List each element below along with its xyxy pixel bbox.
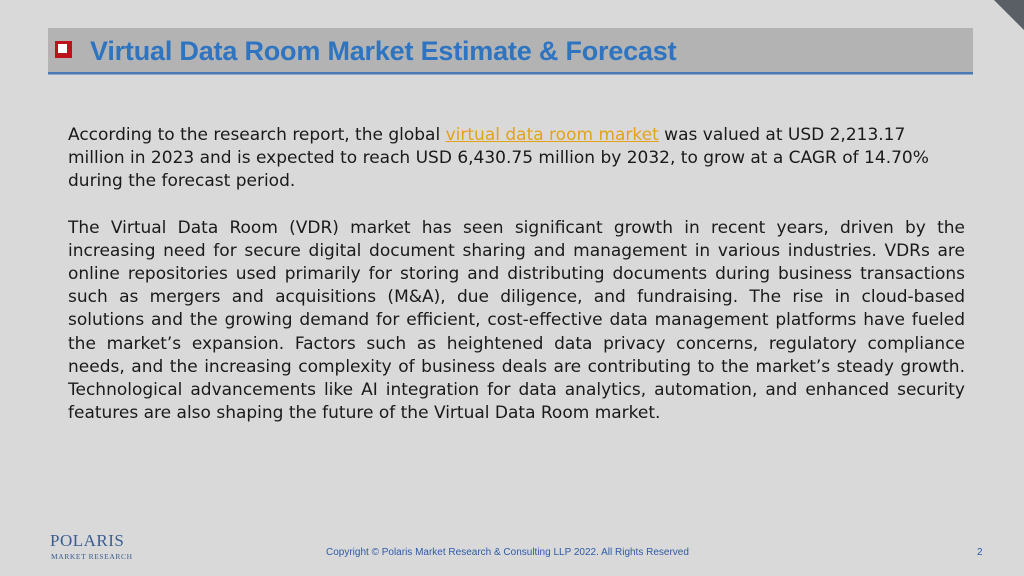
slide-body: According to the research report, the gl… [68,124,965,425]
title-bar: Virtual Data Room Market Estimate & Fore… [48,28,973,74]
checkbox-bullet-icon [55,41,72,58]
page-number: 2 [977,547,983,558]
page-corner-fold [994,0,1024,30]
copyright-footer: Copyright © Polaris Market Research & Co… [326,547,689,558]
polaris-logo: POLARIS MARKET RESEARCH [50,531,133,561]
logo-main-text: POLARIS [50,531,125,550]
intro-text-after-link: was valued at USD 2,213.17 million in 20… [68,125,929,192]
market-overview-paragraph: The Virtual Data Room (VDR) market has s… [68,217,965,424]
intro-text-before-link: According to the research report, the gl… [68,125,446,145]
slide-title: Virtual Data Room Market Estimate & Fore… [90,36,677,66]
intro-paragraph: According to the research report, the gl… [68,124,965,194]
virtual-data-room-market-link[interactable]: virtual data room market [445,125,659,145]
logo-sub-text: MARKET RESEARCH [51,552,133,561]
